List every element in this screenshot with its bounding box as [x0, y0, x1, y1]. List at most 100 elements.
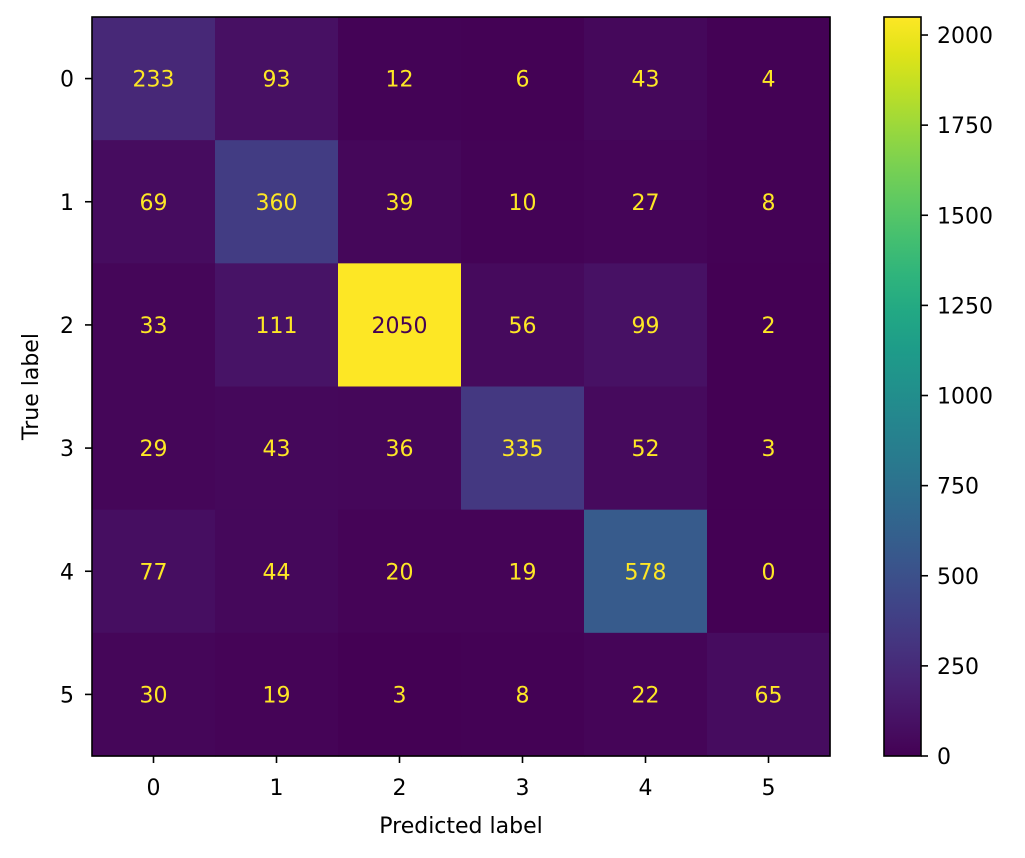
- cell-value-label: 19: [509, 560, 537, 585]
- heatmap-cells: [92, 17, 831, 757]
- heatmap-cell: [215, 140, 339, 264]
- heatmap-cell: [461, 263, 585, 388]
- x-axis-ticks: 0 1 2 3 4 5: [147, 756, 776, 801]
- colorbar-tick-label: 0: [937, 745, 951, 770]
- cell-value-label: 111: [256, 314, 298, 339]
- heatmap-cell: [707, 17, 831, 141]
- cell-value-label: 12: [386, 68, 414, 93]
- colorbar-tick-label: 1000: [937, 385, 993, 410]
- cell-value-label: 22: [632, 683, 660, 708]
- colorbar-tick-label: 1250: [937, 294, 993, 319]
- colorbar-tick-label: 1500: [937, 204, 993, 229]
- colorbar-ticks: 0 250 500 750 1000 1250 1500 1750 2000: [921, 24, 993, 770]
- cell-value-label: 20: [386, 560, 414, 585]
- cell-value-label: 6: [516, 68, 530, 93]
- heatmap-cell: [215, 632, 339, 757]
- cell-value-label: 93: [263, 68, 291, 93]
- heatmap-cell: [707, 632, 831, 757]
- heatmap-cell: [707, 140, 831, 264]
- cell-value-label: 39: [386, 191, 414, 216]
- x-tick-label: 5: [762, 776, 776, 801]
- colorbar-tick-label: 500: [937, 565, 979, 590]
- colorbar: [883, 16, 922, 757]
- heatmap-cell: [92, 263, 216, 388]
- cell-value-label: 27: [632, 191, 660, 216]
- cell-value-label: 578: [625, 560, 667, 585]
- y-tick-label: 5: [60, 683, 74, 708]
- colorbar-tick-label: 250: [937, 655, 979, 680]
- heatmap-cell: [215, 386, 339, 511]
- cell-value-label: 52: [632, 437, 660, 462]
- x-axis-label: Predicted label: [379, 814, 542, 839]
- cell-value-label: 0: [762, 560, 776, 585]
- cell-value-label: 43: [263, 437, 291, 462]
- cell-value-label: 360: [256, 191, 298, 216]
- heatmap-cell: [584, 509, 708, 634]
- y-tick-label: 2: [60, 314, 74, 339]
- y-tick-label: 4: [60, 560, 74, 585]
- cell-value-labels: 233 93 12 6 43 469 360 39 10 27 833 111 2050 56 99 229 4…: [133, 68, 783, 709]
- heatmap-cell: [338, 263, 462, 388]
- cell-value-label: 2: [762, 314, 776, 339]
- heatmap-cell: [461, 17, 585, 141]
- cell-value-label: 30: [140, 683, 168, 708]
- cell-value-label: 2050: [372, 314, 428, 339]
- y-tick-label: 3: [60, 437, 74, 462]
- cell-value-label: 3: [393, 683, 407, 708]
- y-axis-ticks: 0 1 2 3 4 5: [60, 68, 92, 708]
- cell-value-label: 77: [140, 560, 168, 585]
- heatmap-cell: [707, 263, 831, 388]
- heatmap-cell: [92, 509, 216, 634]
- colorbar-tick-label: 2000: [937, 24, 993, 49]
- y-tick-label: 1: [60, 191, 74, 216]
- cell-value-label: 8: [762, 191, 776, 216]
- x-tick-label: 2: [393, 776, 407, 801]
- cell-value-label: 233: [133, 68, 175, 93]
- plot-frame: [91, 16, 831, 757]
- y-tick-label: 0: [60, 68, 74, 93]
- heatmap-cell: [707, 386, 831, 511]
- heatmap-cell: [584, 386, 708, 511]
- cell-value-label: 99: [632, 314, 660, 339]
- heatmap-cell: [215, 509, 339, 634]
- heatmap-cell: [584, 140, 708, 264]
- cell-value-label: 335: [502, 437, 544, 462]
- heatmap-cell: [92, 386, 216, 511]
- colorbar-tick-label: 1750: [937, 114, 993, 139]
- x-tick-label: 4: [639, 776, 653, 801]
- cell-value-label: 10: [509, 191, 537, 216]
- heatmap-cell: [338, 386, 462, 511]
- heatmap-cell: [461, 386, 585, 511]
- y-axis-label: True label: [19, 333, 44, 441]
- heatmap-cell: [338, 632, 462, 757]
- colorbar-tick-label: 750: [937, 475, 979, 500]
- cell-value-label: 33: [140, 314, 168, 339]
- heatmap-cell: [461, 509, 585, 634]
- heatmap-cell: [338, 17, 462, 141]
- heatmap-cell: [461, 140, 585, 264]
- heatmap-cell: [461, 632, 585, 757]
- cell-value-label: 4: [762, 68, 776, 93]
- heatmap-cell: [92, 632, 216, 757]
- heatmap-cell: [215, 17, 339, 141]
- cell-value-label: 69: [140, 191, 168, 216]
- heatmap-cell: [92, 140, 216, 264]
- heatmap-cell: [584, 263, 708, 388]
- x-tick-label: 0: [147, 776, 161, 801]
- cell-value-label: 43: [632, 68, 660, 93]
- x-tick-label: 1: [270, 776, 284, 801]
- heatmap-cell: [707, 509, 831, 634]
- cell-value-label: 29: [140, 437, 168, 462]
- cell-value-label: 44: [263, 560, 291, 585]
- cell-value-label: 8: [516, 683, 530, 708]
- cell-value-label: 56: [509, 314, 537, 339]
- heatmap-cell: [92, 17, 216, 141]
- heatmap-cell: [215, 263, 339, 388]
- x-tick-label: 3: [516, 776, 530, 801]
- heatmap-cell: [338, 509, 462, 634]
- heatmap-cell: [584, 632, 708, 757]
- heatmap-cell: [338, 140, 462, 264]
- cell-value-label: 36: [386, 437, 414, 462]
- cell-value-label: 3: [762, 437, 776, 462]
